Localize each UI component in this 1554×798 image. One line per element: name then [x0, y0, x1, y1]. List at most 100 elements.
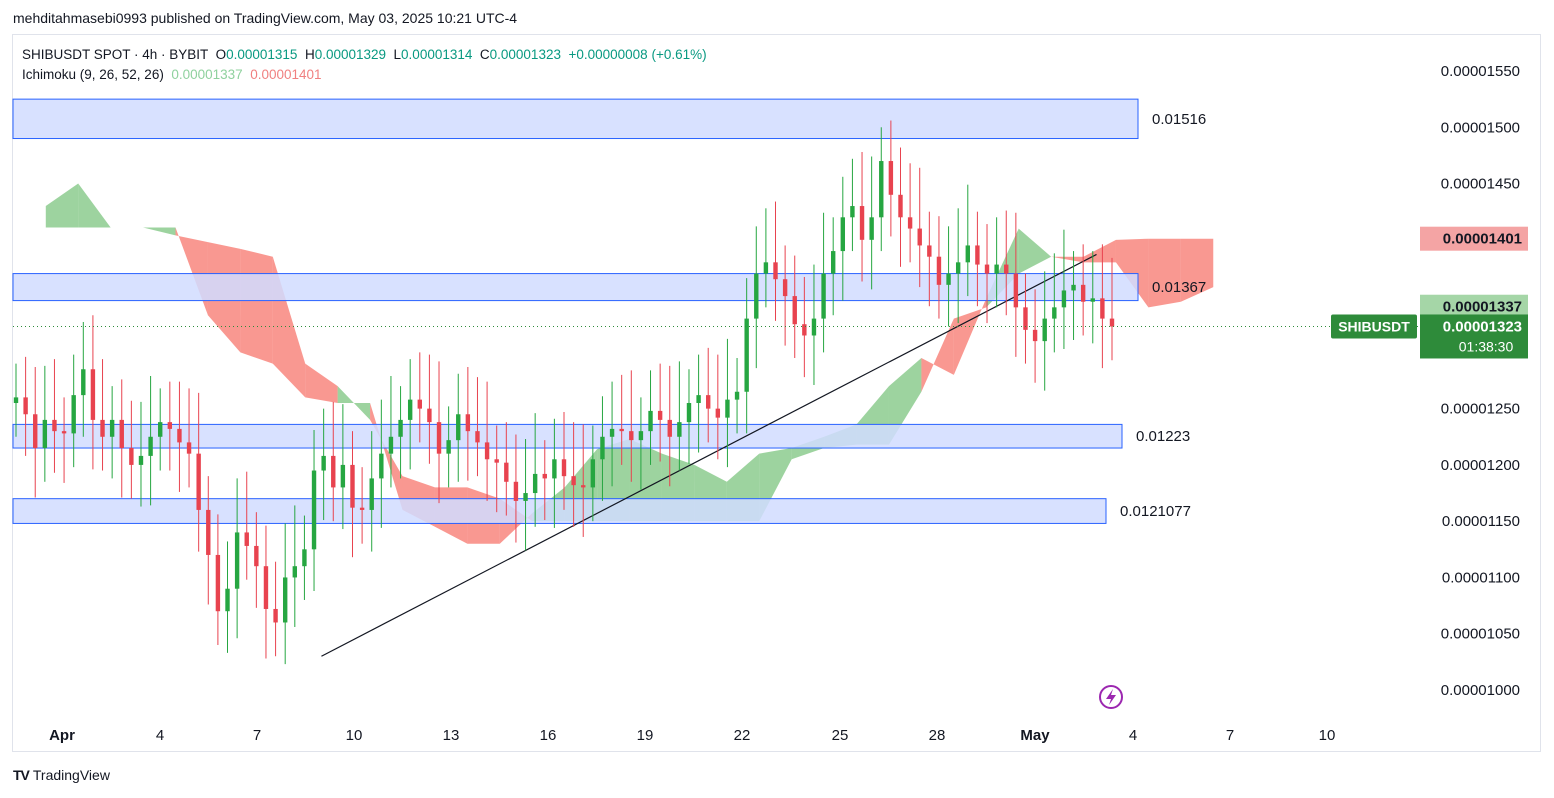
ichimoku-cloud-segment — [1051, 256, 1084, 263]
ichimoku-cloud-segment — [921, 318, 954, 392]
candle-body — [523, 493, 528, 501]
candle-body — [1061, 290, 1067, 308]
candle-body — [898, 194, 903, 218]
candle-body — [571, 476, 576, 486]
candle-body — [1090, 298, 1095, 302]
indicator-row: Ichimoku (9, 26, 52, 26) 0.00001337 0.00… — [22, 65, 707, 85]
candle-body — [1023, 307, 1028, 330]
sr-zone — [12, 423, 1123, 449]
candle-body — [532, 473, 538, 494]
candle-body — [436, 422, 442, 454]
close-value: 0.00001323 — [489, 47, 561, 62]
x-tick-label: Apr — [49, 727, 75, 744]
x-tick-label: 4 — [156, 727, 164, 744]
candle-body — [600, 436, 605, 460]
candle-body — [90, 369, 96, 420]
ichimoku-cloud-segment — [1115, 238, 1149, 308]
candle-body — [696, 395, 701, 404]
sr-zone-label: 0.01223 — [1136, 428, 1190, 445]
candle-body — [754, 273, 759, 319]
low-label: L — [393, 47, 402, 62]
sr-zone — [12, 498, 1107, 524]
x-tick-label: 7 — [1226, 727, 1234, 744]
ichimoku-cloud-segment — [143, 227, 176, 236]
candle-body — [1052, 307, 1057, 319]
candle-body — [331, 455, 336, 488]
candle-body — [1100, 298, 1105, 319]
open-value: 0.00001315 — [226, 47, 298, 62]
x-tick-label: 28 — [929, 727, 946, 744]
high-label: H — [304, 47, 315, 62]
y-tick-label: 0.00001000 — [1441, 682, 1520, 699]
candle-body — [965, 245, 970, 263]
ichimoku-cloud-segment — [1018, 228, 1052, 274]
y-tick-label: 0.00001100 — [1442, 569, 1520, 586]
candle-body — [494, 459, 499, 463]
sr-zone-label: 0.0121077 — [1120, 503, 1191, 520]
candle-body — [369, 478, 374, 510]
candle-body — [869, 217, 874, 240]
candle-body — [1109, 318, 1115, 327]
candle-body — [186, 442, 192, 454]
last-price-badge — [1420, 314, 1528, 359]
y-tick-label: 0.00001250 — [1441, 401, 1520, 418]
tradingview-logo-icon: TV — [13, 767, 30, 783]
candle-body — [388, 436, 394, 454]
candle-body — [109, 419, 115, 437]
candle-body — [782, 279, 788, 297]
candle-body — [677, 422, 682, 437]
symbol-title[interactable]: SHIBUSDT SPOT · 4h · BYBIT — [22, 47, 209, 62]
candle-body — [840, 217, 846, 252]
candle-body — [61, 431, 67, 434]
candle-body — [42, 419, 48, 449]
candle-body — [379, 453, 384, 479]
candle-body — [81, 369, 86, 396]
candle-body — [706, 395, 711, 409]
ichimoku-cloud-segment — [175, 227, 208, 316]
candle-body — [984, 264, 990, 274]
candle-body — [417, 399, 422, 409]
candle-body — [167, 422, 173, 429]
y-tick-label: 0.00001150 — [1442, 513, 1520, 530]
candle-body — [975, 245, 980, 265]
candle-body — [119, 419, 124, 449]
candle-body — [407, 399, 413, 420]
sr-zone — [12, 98, 1139, 140]
publisher-line: mehditahmasebi0993 published on TradingV… — [13, 10, 518, 26]
x-tick-label: 19 — [637, 727, 654, 744]
candle-body — [456, 414, 461, 441]
candle-body — [830, 251, 836, 274]
candle-body — [821, 273, 826, 319]
candle-body — [196, 453, 201, 510]
candle-body — [955, 262, 961, 274]
candle-body — [302, 549, 307, 567]
candle-body — [263, 566, 269, 609]
candle-body — [359, 507, 365, 510]
indicator-name[interactable]: Ichimoku (9, 26, 52, 26) — [22, 67, 164, 82]
bar-countdown: 01:38:30 — [1459, 338, 1514, 354]
candle-body — [234, 532, 240, 589]
footer-brand[interactable]: TV TradingView — [13, 767, 110, 783]
close-label: C — [479, 47, 490, 62]
candle-body — [859, 206, 865, 240]
candle-body — [475, 431, 480, 443]
candle-body — [225, 588, 230, 612]
x-tick-label: 13 — [443, 727, 460, 744]
candle-body — [71, 395, 76, 434]
candle-body — [148, 436, 153, 456]
candle-body — [581, 485, 586, 488]
low-value: 0.00001314 — [401, 47, 473, 62]
candle-body — [725, 399, 730, 418]
candle-body — [629, 431, 634, 441]
candle-body — [311, 470, 317, 550]
ichimoku-cloud-segment — [78, 183, 111, 228]
candle-body — [177, 428, 182, 443]
ichimoku-cloud-segment — [337, 386, 371, 420]
candle-body — [100, 419, 105, 437]
candle-body — [282, 577, 288, 623]
x-tick-label: 7 — [253, 727, 261, 744]
candle-body — [1032, 329, 1038, 342]
candle-body — [946, 273, 951, 285]
candle-body — [13, 397, 19, 404]
